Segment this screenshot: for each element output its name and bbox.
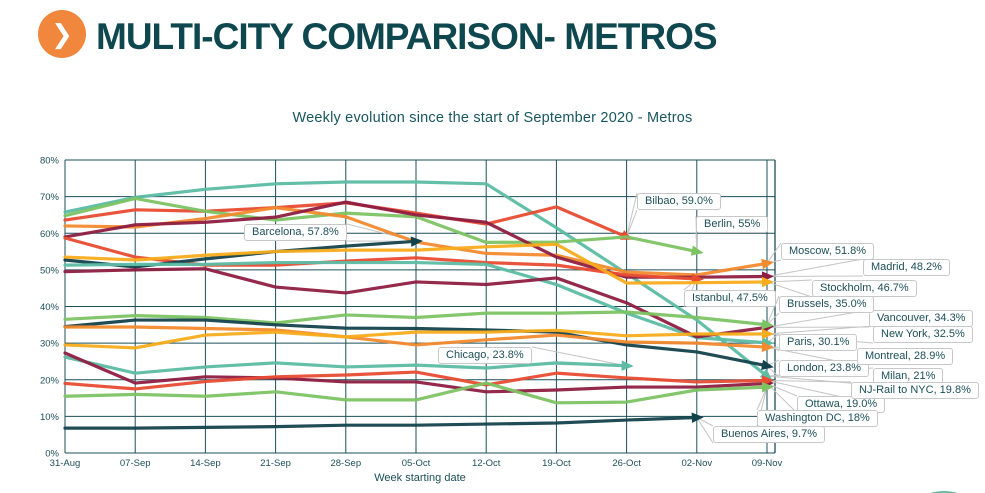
x-tick-label: 07-Sep bbox=[120, 458, 151, 469]
series-callout-vancouver: Vancouver, 34.3% bbox=[869, 310, 974, 327]
series-line-milan bbox=[63, 180, 769, 378]
x-tick-label: 05-Oct bbox=[402, 458, 431, 469]
series-line-nj-rail-to-nyc bbox=[63, 370, 769, 391]
series-line-ottawa bbox=[63, 351, 769, 394]
x-tick-label: 21-Sep bbox=[260, 458, 291, 469]
series-line-istanbul bbox=[63, 236, 699, 281]
series-callout-paris: Paris, 30.1% bbox=[779, 334, 858, 351]
series-callout-new-york: New York, 32.5% bbox=[873, 326, 973, 343]
callout-leader-line bbox=[626, 192, 638, 238]
callout-leader-line bbox=[531, 346, 627, 367]
series-callout-nj-rail-to-nyc: NJ-Rail to NYC, 19.8% bbox=[851, 382, 979, 399]
x-tick-label: 12-Oct bbox=[472, 458, 501, 469]
callout-leader-line bbox=[766, 258, 864, 277]
callout-leader-line bbox=[766, 325, 874, 335]
callout-leader-line bbox=[766, 295, 780, 326]
series-callout-chicago: Chicago, 23.8% bbox=[438, 347, 532, 364]
chevron-glyph: ❯ bbox=[51, 18, 73, 49]
series-line-buenos-aires bbox=[63, 415, 699, 430]
series-callout-berlin: Berlin, 55% bbox=[696, 216, 769, 233]
series-callout-bilbao: Bilbao, 59.0% bbox=[637, 193, 721, 210]
x-tick-label: 19-Oct bbox=[542, 458, 571, 469]
series-callout-istanbul: Istanbul, 47.5% bbox=[684, 290, 776, 307]
x-tick-label: 28-Sep bbox=[330, 458, 361, 469]
series-callout-london: London, 23.8% bbox=[779, 360, 870, 377]
x-tick-label: 09-Nov bbox=[752, 458, 783, 469]
callout-leader-line bbox=[766, 379, 852, 383]
series-arrowhead-chicago bbox=[621, 360, 634, 371]
page-title: MULTI-CITY COMPARISON- METROS bbox=[96, 16, 718, 57]
y-tick-label: 60% bbox=[40, 229, 60, 240]
callout-leader-line bbox=[766, 379, 852, 400]
series-arrowhead-buenos-aires bbox=[691, 412, 704, 423]
series-callout-moscow: Moscow, 51.8% bbox=[781, 243, 875, 260]
series-line-paris bbox=[63, 260, 769, 345]
series-line-brussels bbox=[63, 310, 769, 327]
series-arrowhead-brussels bbox=[761, 319, 774, 330]
series-arrowhead-washington-dc bbox=[761, 382, 774, 393]
series-callout-washington-dc: Washington DC, 18% bbox=[757, 410, 878, 427]
callout-leader-line bbox=[766, 279, 813, 283]
chevron-circle-icon: ❯ bbox=[38, 10, 86, 58]
y-tick-label: 0% bbox=[45, 449, 59, 460]
x-tick-label: 02-Nov bbox=[681, 458, 712, 469]
y-tick-label: 20% bbox=[40, 375, 60, 386]
series-callout-buenos-aires: Buenos Aires, 9.7% bbox=[713, 426, 826, 443]
series-arrowhead-moscow bbox=[761, 258, 774, 270]
y-tick-label: 10% bbox=[40, 412, 60, 423]
series-callout-stockholm: Stockholm, 46.7% bbox=[812, 280, 917, 297]
series-arrowhead-new-york bbox=[762, 328, 774, 340]
x-tick-label: 26-Oct bbox=[612, 458, 641, 469]
series-arrowhead-montreal bbox=[761, 341, 774, 353]
series-line-berlin bbox=[63, 196, 699, 254]
series-callout-montreal: Montreal, 28.9% bbox=[857, 348, 954, 365]
series-line-new-york bbox=[63, 328, 769, 350]
series-line-washington-dc bbox=[63, 381, 769, 405]
series-line-montreal bbox=[63, 325, 769, 349]
series-callout-ottawa: Ottawa, 19.0% bbox=[797, 396, 886, 413]
chart-subtitle: Weekly evolution since the start of Sept… bbox=[292, 110, 693, 126]
callout-leader-line bbox=[766, 382, 798, 397]
series-line-london bbox=[63, 318, 769, 368]
series-arrowhead-barcelona bbox=[410, 236, 423, 247]
callout-leader-line bbox=[696, 417, 714, 444]
series-arrowhead-stockholm bbox=[761, 276, 774, 288]
series-callout-barcelona: Barcelona, 57.8% bbox=[244, 224, 347, 241]
series-callout-brussels: Brussels, 35.0% bbox=[779, 296, 875, 313]
callout-leader-line bbox=[766, 383, 798, 414]
series-layer bbox=[63, 180, 774, 430]
callout-leader-line bbox=[766, 242, 782, 264]
series-callout-madrid: Madrid, 48.2% bbox=[863, 259, 950, 276]
series-line-stockholm bbox=[63, 242, 769, 285]
x-tick-label: 31-Aug bbox=[50, 458, 81, 469]
axis-label-layer: 0% 10% 20% 30% 40% 50% 60% 70% 80% 31-Aug 07-Sep 14… bbox=[40, 156, 783, 485]
callout-leader-line bbox=[626, 209, 638, 238]
y-tick-label: 50% bbox=[40, 265, 60, 276]
y-tick-label: 70% bbox=[40, 192, 60, 203]
y-tick-label: 40% bbox=[40, 302, 60, 313]
y-tick-label: 80% bbox=[40, 156, 60, 167]
x-tick-label: 14-Sep bbox=[190, 458, 221, 469]
series-arrowhead-nj-rail-to-nyc bbox=[761, 375, 774, 386]
series-arrowhead-london bbox=[761, 359, 774, 370]
x-axis-title: Week starting date bbox=[374, 472, 466, 484]
series-arrowhead-berlin bbox=[690, 245, 704, 256]
y-tick-label: 30% bbox=[40, 339, 60, 350]
callout-leader-line bbox=[766, 281, 813, 298]
series-line-chicago bbox=[63, 355, 629, 375]
